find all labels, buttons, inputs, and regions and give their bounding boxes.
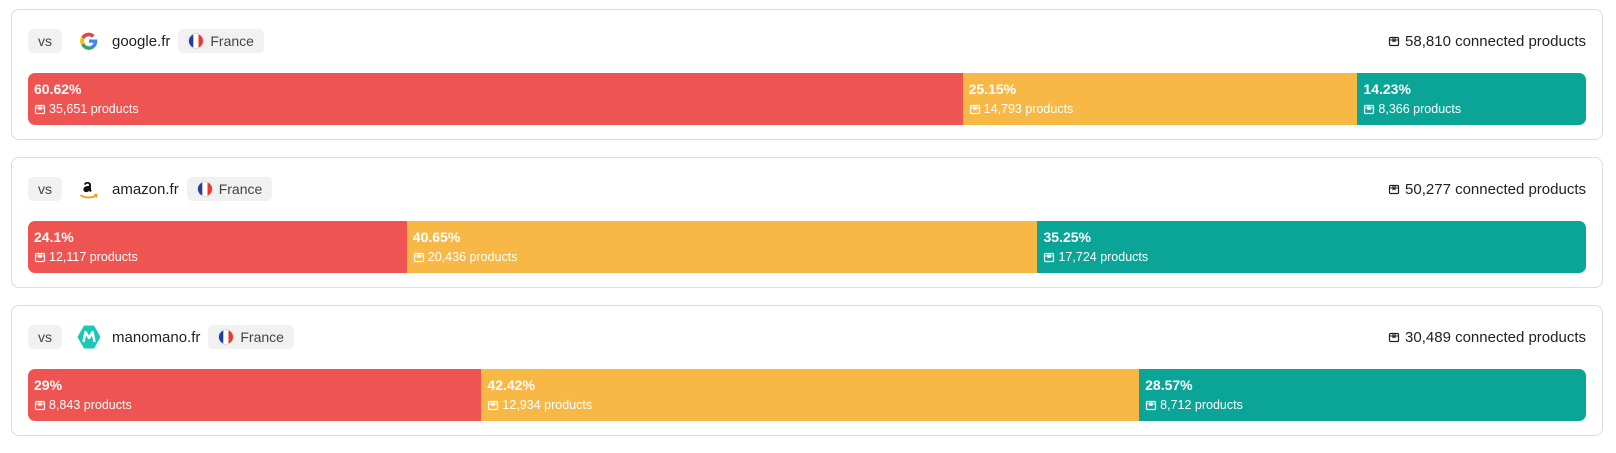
connected-count: 50,277 connected products — [1405, 180, 1586, 198]
connected-products: 50,277 connected products — [1388, 181, 1586, 198]
segment-products: 8,843 products — [34, 398, 475, 412]
box-icon — [34, 400, 46, 411]
segment-percent: 28.57% — [1145, 377, 1193, 393]
segment-percent: 14.23% — [1363, 81, 1411, 97]
bar-segment: 28.57% 8,712 products — [1139, 369, 1586, 421]
stacked-bar: 60.62% 35,651 products 25.15% 14,793 produc… — [28, 73, 1586, 125]
comparison-card: vs amazon.fr France 50,277 connected produc… — [11, 157, 1603, 288]
comparison-card: vs google.fr France 58,810 connected produc… — [11, 9, 1603, 140]
segment-percent: 29% — [34, 377, 63, 393]
segment-products: 17,724 products — [1043, 250, 1580, 264]
segment-products: 20,436 products — [413, 250, 1032, 264]
box-icon — [1388, 36, 1400, 47]
connected-count: 30,489 connected products — [1405, 328, 1586, 346]
segment-products-count: 17,724 products — [1058, 250, 1149, 264]
country-name: France — [240, 329, 284, 345]
segment-products-count: 20,436 products — [427, 250, 518, 264]
segment-products-count: 12,117 products — [49, 250, 138, 264]
country-badge: France — [178, 29, 264, 53]
site-logo — [76, 324, 102, 350]
flag-icon — [188, 33, 205, 49]
site-logo — [76, 28, 102, 54]
stacked-bar: 29% 8,843 products 42.42% 12,934 products 28… — [28, 369, 1586, 421]
country-name: France — [210, 33, 254, 49]
segment-products-count: 8,712 products — [1160, 398, 1243, 412]
bar-segment: 60.62% 35,651 products — [28, 73, 963, 125]
card-header: vs manomano.fr France 30,489 connected prod… — [28, 324, 1586, 350]
bar-segment: 29% 8,843 products — [28, 369, 482, 421]
bar-segment: 24.1% 12,117 products — [28, 221, 407, 273]
flag-icon — [196, 181, 213, 197]
comparison-card: vs manomano.fr France 30,489 connected prod… — [11, 305, 1603, 436]
card-list: vs google.fr France 58,810 connected produc… — [11, 9, 1603, 453]
site-name: google.fr — [112, 32, 171, 50]
bar-segment: 40.65% 20,436 products — [406, 221, 1038, 273]
segment-percent: 40.65% — [412, 229, 461, 245]
stacked-bar: 24.1% 12,117 products 40.65% 20,436 product… — [28, 221, 1586, 273]
site-logo — [76, 176, 102, 202]
segment-products: 12,117 products — [34, 250, 401, 264]
bar-segment: 25.15% 14,793 products — [962, 73, 1358, 125]
box-icon — [34, 252, 46, 263]
segment-products: 35,651 products — [34, 102, 957, 116]
country-name: France — [218, 181, 263, 197]
flag-icon — [218, 329, 235, 345]
connected-count: 58,810 connected products — [1405, 32, 1586, 50]
segment-products: 8,712 products — [1145, 398, 1580, 412]
country-badge: France — [186, 177, 273, 201]
segment-products: 14,793 products — [969, 102, 1352, 116]
box-icon — [969, 104, 980, 115]
box-icon — [1044, 252, 1055, 263]
segment-products: 8,366 products — [1363, 102, 1580, 116]
box-icon — [488, 400, 499, 411]
box-icon — [1146, 400, 1157, 411]
box-icon — [1388, 332, 1400, 343]
segment-percent: 25.15% — [968, 81, 1017, 97]
bar-segment: 14.23% 8,366 products — [1357, 73, 1586, 125]
country-badge: France — [208, 325, 294, 349]
bar-segment: 35.25% 17,724 products — [1037, 221, 1586, 273]
segment-percent: 35.25% — [1043, 229, 1091, 245]
connected-products: 58,810 connected products — [1388, 33, 1586, 50]
segment-products-count: 12,934 products — [502, 398, 593, 412]
segment-percent: 42.42% — [487, 377, 535, 393]
vs-badge: vs — [28, 29, 62, 53]
connected-products: 30,489 connected products — [1388, 329, 1586, 346]
segment-products: 12,934 products — [487, 398, 1133, 412]
segment-percent: 60.62% — [34, 81, 82, 97]
segment-products-count: 14,793 products — [983, 102, 1074, 116]
vs-badge: vs — [28, 177, 62, 201]
segment-products-count: 8,843 products — [49, 398, 132, 412]
bar-segment: 42.42% 12,934 products — [481, 369, 1140, 421]
box-icon — [1388, 184, 1400, 195]
vs-badge: vs — [28, 325, 62, 349]
card-header: vs google.fr France 58,810 connected produc… — [28, 28, 1586, 54]
box-icon — [413, 252, 424, 263]
site-name: manomano.fr — [112, 328, 201, 346]
card-header: vs amazon.fr France 50,277 connected produc… — [28, 176, 1586, 202]
box-icon — [34, 104, 46, 115]
box-icon — [1364, 104, 1375, 115]
segment-products-count: 8,366 products — [1378, 102, 1462, 116]
segment-percent: 24.1% — [34, 229, 74, 245]
site-name: amazon.fr — [112, 180, 179, 198]
segment-products-count: 35,651 products — [49, 102, 139, 116]
